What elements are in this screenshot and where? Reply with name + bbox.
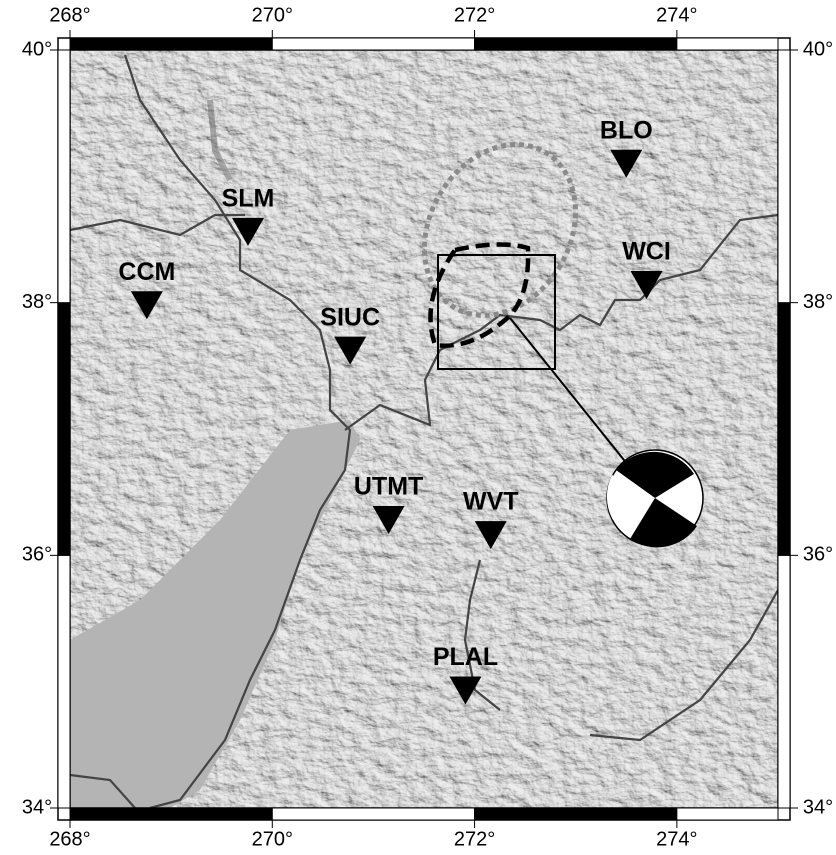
frame-bar [58, 50, 70, 303]
station-label: BLO [600, 116, 653, 144]
station-label: WCI [622, 238, 671, 266]
y-tick-label: 38° [22, 291, 52, 313]
frame-bar [475, 38, 677, 50]
y-tick-label: 38° [803, 291, 833, 313]
frame-bar [677, 38, 778, 50]
y-tick-label: 34° [803, 796, 833, 818]
focal-mechanism [607, 450, 703, 547]
x-tick-label: 274° [656, 4, 697, 26]
y-tick-label: 40° [803, 38, 833, 60]
y-tick-label: 40° [22, 38, 52, 60]
y-tick-label: 36° [22, 544, 52, 566]
x-tick-label: 268° [49, 4, 90, 26]
x-tick-label: 274° [656, 828, 697, 850]
station-label: SIUC [320, 303, 380, 331]
frame-bar [70, 808, 272, 820]
page: {"chart_data": {"type": "map", "xlim": [… [0, 0, 836, 855]
frame-bar [272, 38, 474, 50]
frame-bar [58, 555, 70, 808]
map-figure: 268° 268° 270° 270° 272° 272° 274° 274° 34° 34° 36… [0, 0, 836, 855]
frame-bar [778, 50, 790, 303]
frame-bar [677, 808, 778, 820]
frame-bar [475, 808, 677, 820]
x-tick-label: 272° [454, 828, 495, 850]
y-tick-label: 34° [22, 796, 52, 818]
relief-layer [70, 50, 778, 808]
frame-bar [778, 555, 790, 808]
station-label: PLAL [433, 643, 498, 671]
y-tick-label: 36° [803, 544, 833, 566]
x-tick-label: 272° [454, 4, 495, 26]
frame-bar [70, 38, 272, 50]
frame-bar [272, 808, 474, 820]
station-label: CCM [118, 258, 175, 286]
x-tick-label: 268° [49, 828, 90, 850]
station-label: SLM [222, 185, 275, 213]
x-tick-label: 270° [252, 4, 293, 26]
station-label: UTMT [354, 473, 423, 501]
x-tick-label: 270° [252, 828, 293, 850]
station-label: WVT [463, 488, 519, 516]
frame-bar [58, 303, 70, 556]
frame-bar [778, 303, 790, 556]
